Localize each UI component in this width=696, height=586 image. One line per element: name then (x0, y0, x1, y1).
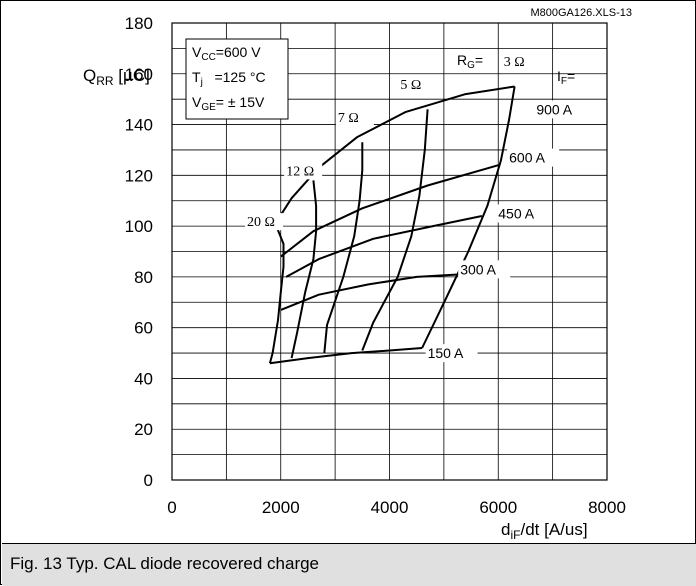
resistance-label: 7 Ω (338, 111, 359, 126)
label-bg (425, 344, 478, 363)
y-tick-label: 0 (144, 471, 153, 490)
label-bg (534, 100, 587, 119)
file-id: M800GA126.XLS-13 (530, 7, 632, 19)
y-axis-label: QRR [µC] (83, 66, 150, 88)
y-tick-label: 40 (134, 369, 153, 388)
y-tick-label: 80 (134, 268, 153, 287)
current-label: 600 A (509, 150, 545, 166)
resistance-label: 12 Ω (286, 164, 314, 179)
resistance-label: 5 Ω (400, 78, 421, 93)
x-axis-label: diF/dt [A/us] (501, 520, 588, 542)
series-line-current (280, 164, 499, 258)
if-header: IF= (557, 68, 575, 87)
x-tick-label: 4000 (371, 498, 409, 517)
x-tick-label: 0 (167, 498, 176, 517)
y-tick-label: 140 (125, 116, 153, 135)
label-bg (496, 204, 549, 223)
y-tick-label: 100 (125, 217, 153, 236)
conditions-box: VCC=600 V Tj =125 °C VGE= ± 15V (185, 38, 289, 120)
series-line-current (274, 85, 515, 225)
x-tick-label: 2000 (262, 498, 300, 517)
series-line-current (269, 347, 423, 365)
series-line-resistance (290, 180, 318, 359)
y-tick-label: 20 (134, 420, 153, 439)
caption-bar: Fig. 13 Typ. CAL diode recovered charge (2, 543, 696, 586)
series-line-resistance (421, 86, 516, 349)
rg-header: RG= (457, 52, 487, 71)
current-label: 450 A (498, 205, 534, 221)
series-line-resistance (361, 109, 429, 351)
series-line-resistance (323, 142, 364, 354)
vge-condition: VGE= ± 15V (192, 94, 265, 113)
figure-caption: Fig. 13 Typ. CAL diode recovered charge (10, 554, 320, 573)
chart: 0 2000 4000 6000 8000 0 20 40 60 80 100 120 140 160 18… (83, 7, 632, 542)
current-label: 300 A (460, 261, 496, 277)
label-bg (398, 76, 437, 94)
label-bg (284, 162, 323, 180)
x-tick-label: 6000 (479, 498, 517, 517)
series-line-current (280, 273, 461, 311)
label-bg (335, 109, 374, 127)
y-tick-label: 120 (125, 166, 153, 185)
resistance-label: 20 Ω (247, 215, 275, 230)
label-bg (245, 213, 284, 231)
y-tick-label: 180 (125, 14, 153, 33)
resistance-label: 3 Ω (504, 55, 525, 70)
current-label: 150 A (428, 345, 464, 361)
series-line-resistance (268, 223, 285, 364)
y-tick-label: 160 (125, 65, 153, 84)
x-tick-label: 8000 (588, 498, 626, 517)
label-bg (458, 260, 511, 279)
tj-condition: Tj =125 °C (192, 69, 266, 88)
label-bg (507, 148, 560, 167)
vcc-condition: VCC=600 V (192, 44, 261, 63)
current-label: 900 A (536, 101, 572, 117)
y-tick-label: 60 (134, 319, 153, 338)
label-bg (501, 53, 540, 71)
series-line-current (285, 215, 483, 278)
